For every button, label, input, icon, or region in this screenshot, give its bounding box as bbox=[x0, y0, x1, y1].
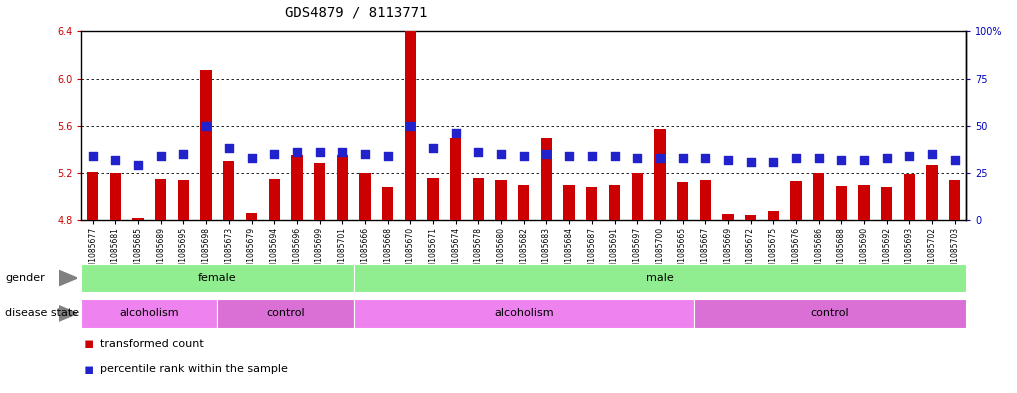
Text: ▪: ▪ bbox=[83, 336, 94, 351]
Bar bbox=[354, 264, 966, 292]
Bar bbox=[790, 181, 801, 220]
Bar bbox=[246, 213, 257, 220]
Point bbox=[402, 123, 418, 129]
Text: control: control bbox=[811, 309, 849, 318]
Point bbox=[811, 155, 827, 161]
Point bbox=[289, 149, 305, 155]
Point bbox=[742, 158, 759, 165]
Point bbox=[901, 153, 917, 159]
Bar bbox=[405, 17, 416, 220]
Point bbox=[765, 158, 781, 165]
Point bbox=[175, 151, 191, 157]
Bar bbox=[223, 161, 235, 220]
Bar bbox=[722, 214, 733, 220]
Bar bbox=[881, 187, 893, 220]
Bar bbox=[768, 211, 779, 220]
Polygon shape bbox=[59, 270, 77, 286]
Bar bbox=[654, 129, 665, 220]
Bar bbox=[200, 70, 212, 220]
Polygon shape bbox=[59, 306, 77, 321]
Text: GDS4879 / 8113771: GDS4879 / 8113771 bbox=[285, 6, 427, 20]
Bar bbox=[518, 185, 530, 220]
Point bbox=[788, 155, 804, 161]
Bar bbox=[178, 180, 189, 220]
Bar bbox=[218, 299, 354, 328]
Bar bbox=[858, 185, 870, 220]
Bar bbox=[87, 172, 99, 220]
Bar bbox=[744, 215, 757, 220]
Point bbox=[833, 156, 849, 163]
Point bbox=[107, 156, 123, 163]
Bar bbox=[813, 173, 825, 220]
Bar bbox=[337, 155, 348, 220]
Text: percentile rank within the sample: percentile rank within the sample bbox=[100, 364, 288, 375]
Text: disease state: disease state bbox=[5, 309, 79, 318]
Point bbox=[447, 130, 464, 136]
Bar bbox=[700, 180, 711, 220]
Point bbox=[856, 156, 873, 163]
Point bbox=[720, 156, 736, 163]
Bar bbox=[155, 179, 167, 220]
Text: control: control bbox=[266, 309, 305, 318]
Point bbox=[584, 153, 600, 159]
Point bbox=[311, 149, 327, 155]
Bar bbox=[495, 180, 506, 220]
Point bbox=[335, 149, 351, 155]
Text: female: female bbox=[198, 273, 237, 283]
Bar bbox=[563, 185, 575, 220]
Bar bbox=[382, 187, 394, 220]
Bar bbox=[926, 165, 938, 220]
Bar bbox=[473, 178, 484, 220]
Bar bbox=[359, 173, 370, 220]
Point bbox=[198, 123, 215, 129]
Bar bbox=[81, 264, 354, 292]
Bar bbox=[677, 182, 689, 220]
Point bbox=[470, 149, 486, 155]
Bar bbox=[541, 138, 552, 220]
Point bbox=[221, 145, 237, 152]
Point bbox=[153, 153, 169, 159]
Bar bbox=[81, 299, 218, 328]
Point bbox=[130, 162, 146, 169]
Bar bbox=[354, 299, 694, 328]
Bar bbox=[609, 185, 620, 220]
Bar bbox=[427, 178, 438, 220]
Text: transformed count: transformed count bbox=[100, 339, 203, 349]
Bar bbox=[949, 180, 960, 220]
Point bbox=[674, 155, 691, 161]
Point bbox=[493, 151, 510, 157]
Point bbox=[561, 153, 578, 159]
Bar bbox=[132, 218, 143, 220]
Point bbox=[606, 153, 622, 159]
Bar bbox=[268, 179, 280, 220]
Text: ▪: ▪ bbox=[83, 362, 94, 377]
Point bbox=[425, 145, 441, 152]
Point bbox=[84, 153, 101, 159]
Bar bbox=[904, 174, 915, 220]
Point bbox=[630, 155, 646, 161]
Bar bbox=[291, 155, 303, 220]
Bar bbox=[314, 163, 325, 220]
Text: alcoholism: alcoholism bbox=[120, 309, 179, 318]
Point bbox=[379, 153, 396, 159]
Point bbox=[357, 151, 373, 157]
Point bbox=[266, 151, 283, 157]
Point bbox=[243, 155, 259, 161]
Text: alcoholism: alcoholism bbox=[494, 309, 553, 318]
Point bbox=[652, 155, 668, 161]
Point bbox=[538, 151, 554, 157]
Bar bbox=[586, 187, 598, 220]
Bar bbox=[632, 173, 643, 220]
Point bbox=[516, 153, 532, 159]
Point bbox=[879, 155, 895, 161]
Text: gender: gender bbox=[5, 273, 45, 283]
Text: male: male bbox=[646, 273, 673, 283]
Bar bbox=[694, 299, 966, 328]
Bar bbox=[836, 186, 847, 220]
Point bbox=[924, 151, 941, 157]
Point bbox=[947, 156, 963, 163]
Bar bbox=[451, 138, 462, 220]
Point bbox=[697, 155, 713, 161]
Bar bbox=[110, 173, 121, 220]
